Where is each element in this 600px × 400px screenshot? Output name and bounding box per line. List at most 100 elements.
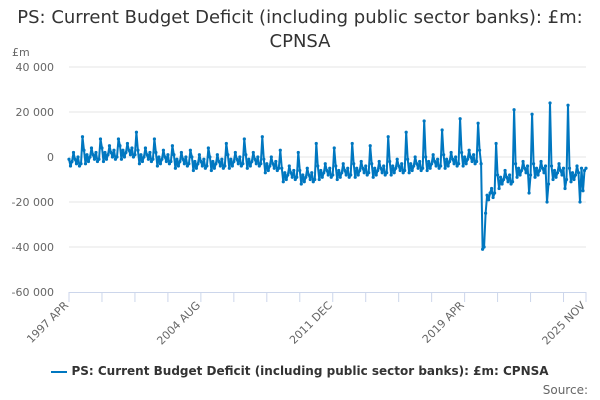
data-point[interactable] (109, 150, 113, 155)
data-point[interactable] (374, 173, 378, 177)
data-point[interactable] (304, 175, 308, 179)
data-point[interactable] (320, 175, 324, 179)
data-point[interactable] (581, 189, 585, 193)
data-point[interactable] (434, 164, 438, 168)
data-point[interactable] (268, 164, 272, 168)
data-point[interactable] (463, 155, 467, 159)
data-point[interactable] (394, 166, 398, 170)
data-point[interactable] (169, 159, 173, 164)
data-point[interactable] (247, 157, 251, 161)
data-point[interactable] (358, 168, 362, 173)
data-point[interactable] (331, 173, 335, 177)
data-point[interactable] (133, 153, 137, 157)
data-point[interactable] (121, 148, 125, 152)
data-point[interactable] (313, 177, 317, 182)
data-point[interactable] (323, 162, 327, 166)
data-point[interactable] (489, 186, 494, 191)
data-point[interactable] (380, 171, 384, 175)
data-point[interactable] (466, 157, 470, 161)
data-point[interactable] (287, 164, 291, 168)
data-point[interactable] (202, 157, 206, 161)
data-point[interactable] (205, 164, 209, 168)
data-point[interactable] (328, 166, 332, 170)
data-point[interactable] (536, 173, 540, 177)
data-point[interactable] (500, 182, 504, 186)
data-point[interactable] (310, 171, 314, 175)
data-point[interactable] (164, 159, 169, 164)
data-point[interactable] (272, 166, 276, 170)
data-point[interactable] (208, 155, 212, 159)
data-point[interactable] (537, 168, 542, 173)
legend[interactable]: PS: Current Budget Deficit (including pu… (0, 364, 600, 378)
data-point[interactable] (256, 155, 260, 159)
data-point[interactable] (307, 173, 311, 177)
data-point[interactable] (95, 159, 100, 164)
data-point[interactable] (543, 164, 548, 168)
data-point[interactable] (254, 162, 258, 166)
data-point[interactable] (415, 162, 419, 166)
data-point[interactable] (356, 173, 360, 177)
data-point[interactable] (86, 159, 91, 164)
data-point[interactable] (341, 162, 345, 166)
data-point[interactable] (155, 164, 160, 168)
data-point[interactable] (506, 180, 510, 184)
data-point[interactable] (584, 166, 588, 170)
data-point[interactable] (452, 162, 456, 166)
data-point[interactable] (488, 191, 492, 195)
data-point[interactable] (344, 173, 348, 177)
data-point[interactable] (266, 168, 270, 173)
data-point[interactable] (391, 164, 395, 168)
data-point[interactable] (373, 166, 377, 170)
data-point[interactable] (355, 166, 359, 170)
data-point[interactable] (239, 164, 243, 168)
data-point[interactable] (582, 168, 587, 173)
data-point[interactable] (281, 180, 285, 184)
data-point[interactable] (370, 162, 374, 166)
data-point[interactable] (217, 159, 221, 164)
data-point[interactable] (197, 153, 201, 157)
data-point[interactable] (196, 162, 200, 166)
data-point[interactable] (460, 150, 464, 155)
data-point[interactable] (359, 159, 363, 164)
data-point[interactable] (314, 141, 318, 146)
data-point[interactable] (125, 141, 130, 146)
data-point[interactable] (569, 180, 573, 184)
data-point[interactable] (187, 162, 191, 166)
data-point[interactable] (519, 168, 524, 173)
data-point[interactable] (311, 180, 315, 184)
data-point[interactable] (322, 171, 326, 175)
data-point[interactable] (410, 168, 414, 173)
data-point[interactable] (130, 146, 134, 150)
data-point[interactable] (226, 153, 230, 157)
data-point[interactable] (89, 146, 94, 150)
data-point[interactable] (386, 135, 390, 139)
data-point[interactable] (316, 164, 320, 168)
data-point[interactable] (479, 162, 483, 166)
data-point[interactable] (137, 162, 142, 166)
data-point[interactable] (280, 166, 284, 170)
data-point[interactable] (458, 117, 462, 121)
data-point[interactable] (245, 166, 249, 170)
data-point[interactable] (143, 146, 148, 150)
data-point[interactable] (262, 157, 266, 161)
data-point[interactable] (299, 182, 303, 186)
data-point[interactable] (425, 168, 429, 173)
data-point[interactable] (319, 168, 323, 173)
data-point[interactable] (482, 245, 486, 249)
data-point[interactable] (578, 200, 582, 204)
data-point[interactable] (419, 168, 423, 173)
data-point[interactable] (439, 164, 443, 168)
data-point[interactable] (74, 162, 79, 166)
data-point[interactable] (371, 175, 375, 179)
data-point[interactable] (497, 186, 501, 191)
data-point[interactable] (521, 159, 525, 164)
data-point[interactable] (206, 146, 210, 150)
data-point[interactable] (533, 175, 537, 179)
data-point[interactable] (235, 157, 239, 161)
data-point[interactable] (430, 162, 434, 166)
data-point[interactable] (548, 101, 552, 105)
data-point[interactable] (283, 171, 287, 175)
data-point[interactable] (85, 153, 89, 157)
data-point[interactable] (476, 121, 480, 125)
data-point[interactable] (236, 162, 240, 166)
